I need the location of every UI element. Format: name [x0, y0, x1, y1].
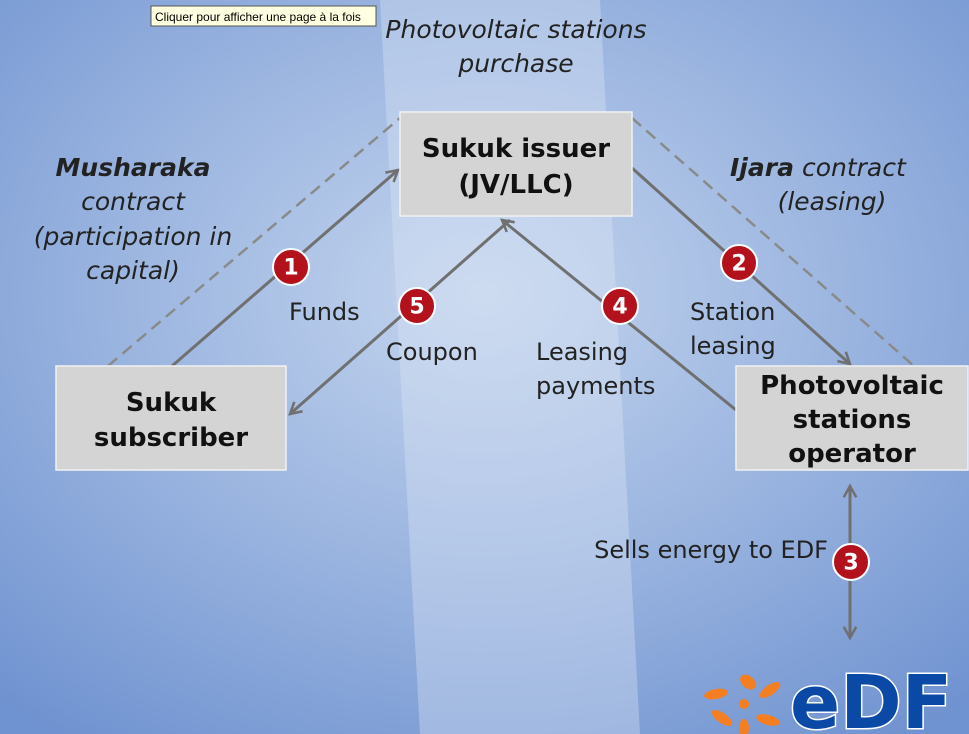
- dashed-line: [631, 117, 915, 367]
- ijara-term: Ijara: [730, 153, 794, 182]
- background-tower: [380, 0, 640, 734]
- step-label: payments: [536, 372, 655, 400]
- edf-logo: eDF: [704, 659, 954, 734]
- logo-swirl: [704, 674, 781, 734]
- step-label: Sells energy to EDF: [594, 536, 828, 564]
- logo-text: eDF: [790, 660, 952, 734]
- step-badge: [832, 543, 870, 581]
- node-label: Sukuk issuer: [422, 134, 610, 164]
- tooltip: Cliquer pour afficher une page à la fois: [155, 10, 361, 24]
- node-label: stations: [793, 405, 912, 435]
- musharaka-line: capital): [86, 256, 180, 285]
- node-label: Photovoltaic: [760, 371, 944, 401]
- dashed-line: [107, 117, 401, 367]
- node-label: (JV/LLC): [458, 170, 573, 200]
- step-label: Coupon: [386, 338, 478, 366]
- node-box: [735, 365, 969, 471]
- purchase-label: purchase: [457, 49, 573, 78]
- step-label: Station: [690, 298, 775, 326]
- node-label: Sukuk: [126, 388, 217, 418]
- musharaka-line: (participation in: [34, 222, 232, 251]
- node-label: operator: [788, 439, 916, 469]
- step-number: 1: [283, 256, 298, 281]
- step-badge: [720, 244, 758, 282]
- step-badge: [272, 248, 310, 286]
- node-label: subscriber: [94, 423, 248, 453]
- step-badge: [601, 287, 639, 325]
- step-number: 3: [843, 551, 858, 576]
- musharaka-term: Musharaka: [56, 153, 211, 182]
- ijara-line: (leasing): [778, 187, 887, 216]
- ijara-rest: contract: [802, 153, 907, 182]
- step-number: 2: [731, 252, 746, 277]
- step-label: Funds: [289, 298, 360, 326]
- step-label: Leasing: [536, 338, 628, 366]
- step-label: leasing: [690, 332, 776, 360]
- step-number: 5: [409, 295, 424, 320]
- node-box: [399, 111, 633, 217]
- tooltip-box: [150, 5, 377, 27]
- ijara-heading: Ijara contract: [730, 153, 907, 182]
- arrow-coupon: [290, 218, 511, 414]
- step-number: 4: [612, 295, 627, 320]
- musharaka-line: contract: [81, 187, 186, 216]
- step-badge: [398, 287, 436, 325]
- node-box: [55, 365, 287, 471]
- purchase-label: Photovoltaic stations: [385, 15, 646, 44]
